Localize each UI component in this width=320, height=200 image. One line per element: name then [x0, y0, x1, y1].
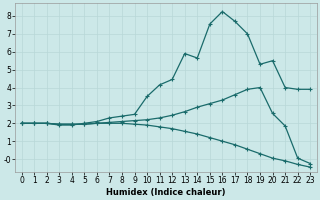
X-axis label: Humidex (Indice chaleur): Humidex (Indice chaleur): [106, 188, 226, 197]
